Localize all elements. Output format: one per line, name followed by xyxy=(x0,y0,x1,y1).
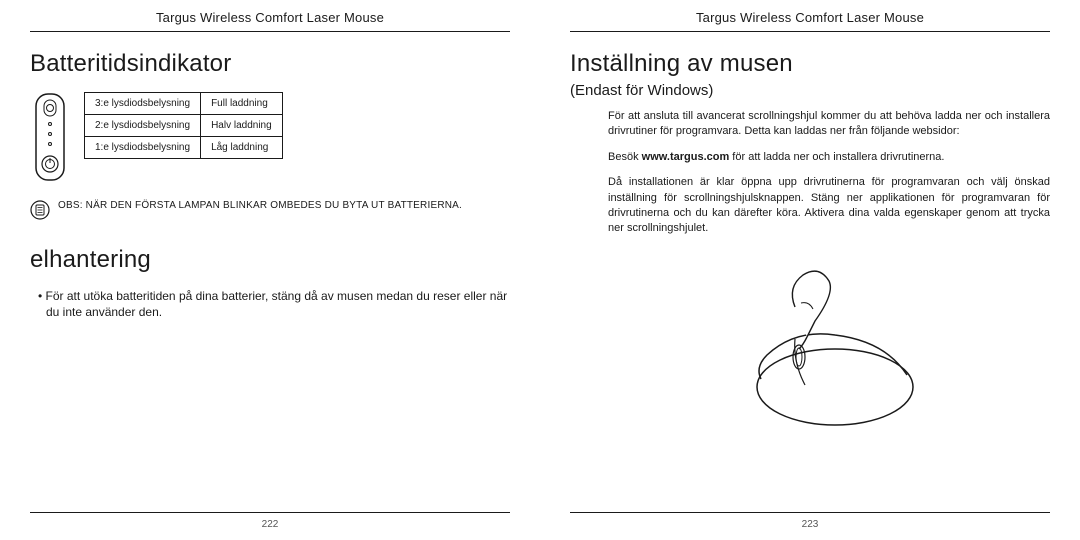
cell: 3:e lysdiodsbelysning xyxy=(85,93,201,115)
cell: 1:e lysdiodsbelysning xyxy=(85,137,201,159)
cell: Låg laddning xyxy=(201,137,283,159)
page-left: Targus Wireless Comfort Laser Mouse Batt… xyxy=(0,0,540,540)
page-number-left: 222 xyxy=(30,512,510,530)
section-battery-indicator-title: Batteritidsindikator xyxy=(30,50,510,78)
setup-para-2: Besök www.targus.com för att ladda ner o… xyxy=(608,150,1050,165)
page-header-left: Targus Wireless Comfort Laser Mouse xyxy=(30,10,510,32)
para2-suffix: för att ladda ner och installera drivrut… xyxy=(729,151,944,163)
battery-status-device-icon xyxy=(30,92,70,182)
page-number-right: 223 xyxy=(570,512,1050,530)
section-setup-subtitle: (Endast för Windows) xyxy=(570,82,1050,99)
cell: Full laddning xyxy=(201,93,283,115)
table-row: 1:e lysdiodsbelysning Låg laddning xyxy=(85,137,283,159)
setup-para-3: Då installationen är klar öppna upp driv… xyxy=(608,175,1050,237)
setup-para-1: För att ansluta till avancerat scrollnin… xyxy=(608,109,1050,140)
mouse-illustration xyxy=(695,257,925,437)
battery-row: 3:e lysdiodsbelysning Full laddning 2:e … xyxy=(30,92,510,182)
table-row: 3:e lysdiodsbelysning Full laddning xyxy=(85,93,283,115)
para2-prefix: Besök xyxy=(608,151,642,163)
section-power-mgmt-title: elhantering xyxy=(30,246,510,274)
para2-url: www.targus.com xyxy=(642,151,730,163)
table-row: 2:e lysdiodsbelysning Halv laddning xyxy=(85,115,283,137)
section-setup-title: Inställning av musen xyxy=(570,50,1050,78)
cell: Halv laddning xyxy=(201,115,283,137)
power-bullet: • För att utöka batteritiden på dina bat… xyxy=(30,288,510,320)
cell: 2:e lysdiodsbelysning xyxy=(85,115,201,137)
page-right: Targus Wireless Comfort Laser Mouse Inst… xyxy=(540,0,1080,540)
note-icon xyxy=(30,200,50,220)
note-row: OBS: NÄR DEN FÖRSTA LAMPAN BLINKAR OMBED… xyxy=(30,200,510,220)
page-header-right: Targus Wireless Comfort Laser Mouse xyxy=(570,10,1050,32)
note-text: OBS: NÄR DEN FÖRSTA LAMPAN BLINKAR OMBED… xyxy=(58,200,462,211)
led-status-table: 3:e lysdiodsbelysning Full laddning 2:e … xyxy=(84,92,283,159)
